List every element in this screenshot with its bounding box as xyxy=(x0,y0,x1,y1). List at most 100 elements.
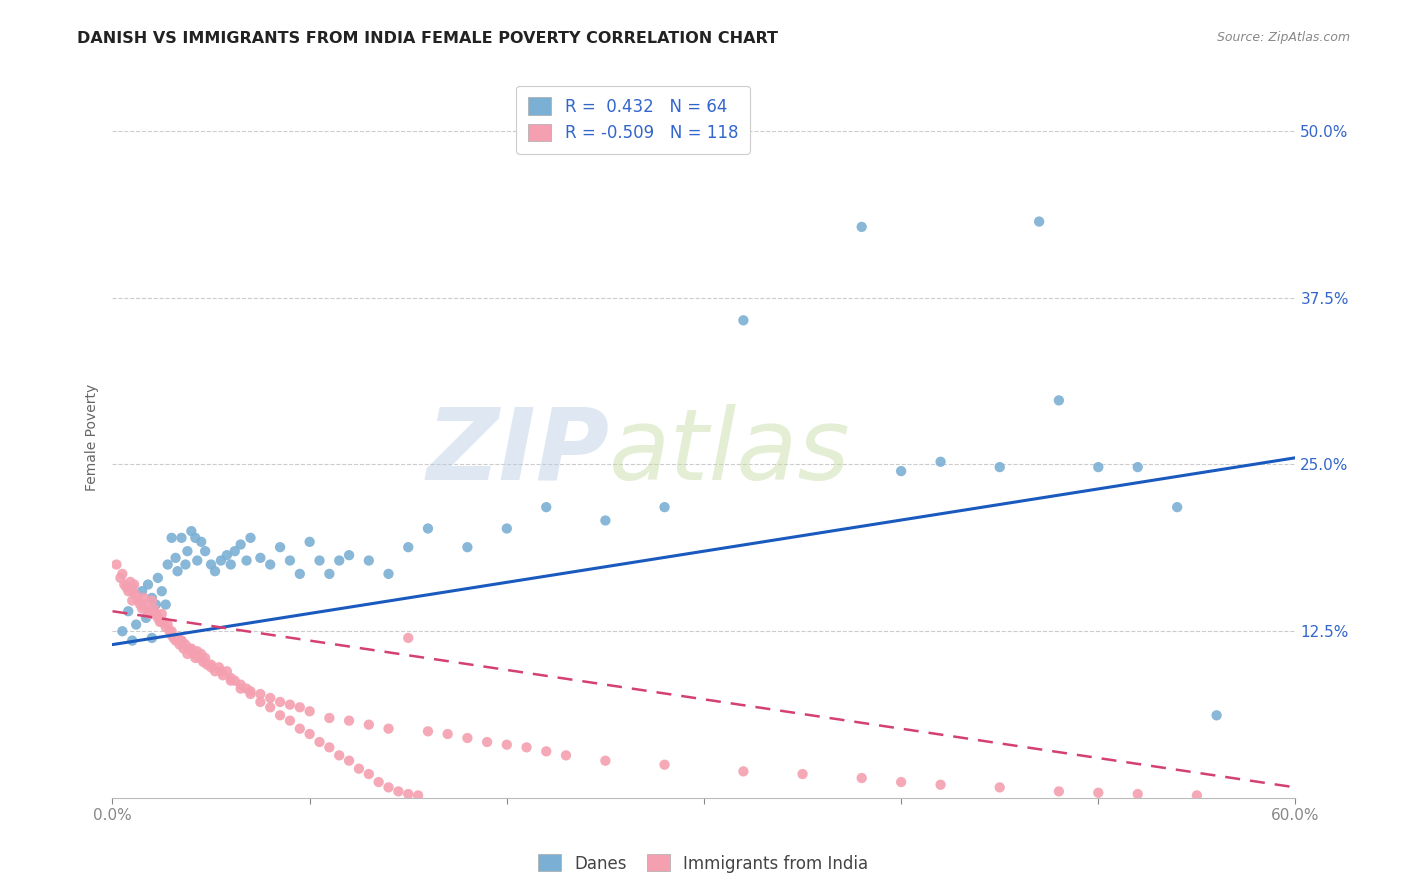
Point xyxy=(1126,787,1149,801)
Point xyxy=(139,607,162,621)
Point xyxy=(219,673,242,688)
Point xyxy=(111,624,134,639)
Point xyxy=(131,584,153,599)
Point xyxy=(159,624,181,639)
Point xyxy=(136,577,159,591)
Point xyxy=(1047,393,1070,408)
Legend: Danes, Immigrants from India: Danes, Immigrants from India xyxy=(531,847,875,880)
Legend: R =  0.432   N = 64, R = -0.509   N = 118: R = 0.432 N = 64, R = -0.509 N = 118 xyxy=(516,86,749,153)
Point xyxy=(308,553,330,567)
Point xyxy=(495,738,517,752)
Point xyxy=(150,615,173,629)
Point xyxy=(141,631,163,645)
Point xyxy=(328,748,350,763)
Point xyxy=(176,544,198,558)
Point xyxy=(219,671,242,685)
Point xyxy=(654,757,676,772)
Point xyxy=(595,514,617,528)
Point xyxy=(112,577,135,591)
Point xyxy=(288,700,311,714)
Point xyxy=(146,571,169,585)
Point xyxy=(229,678,252,692)
Point xyxy=(733,313,755,327)
Point xyxy=(141,591,163,605)
Point xyxy=(160,531,183,545)
Point xyxy=(259,700,281,714)
Point xyxy=(190,651,212,665)
Point xyxy=(288,566,311,581)
Point xyxy=(200,558,222,572)
Point xyxy=(328,553,350,567)
Point xyxy=(387,784,409,798)
Point xyxy=(105,558,128,572)
Point xyxy=(1047,784,1070,798)
Point xyxy=(278,553,301,567)
Point xyxy=(337,714,360,728)
Point xyxy=(166,564,188,578)
Point xyxy=(122,577,145,591)
Point xyxy=(357,717,380,731)
Point xyxy=(377,722,399,736)
Point xyxy=(131,598,153,612)
Text: ZIP: ZIP xyxy=(426,404,609,500)
Point xyxy=(851,219,873,234)
Point xyxy=(1028,214,1050,228)
Point xyxy=(396,540,419,554)
Point xyxy=(194,544,217,558)
Point xyxy=(269,708,291,723)
Point xyxy=(298,704,321,718)
Point xyxy=(165,550,187,565)
Point xyxy=(337,754,360,768)
Point xyxy=(436,727,458,741)
Point xyxy=(347,762,370,776)
Point xyxy=(129,598,152,612)
Point xyxy=(162,631,184,645)
Point xyxy=(155,620,177,634)
Point xyxy=(141,607,163,621)
Point xyxy=(288,722,311,736)
Point xyxy=(179,641,201,656)
Point xyxy=(121,584,143,599)
Point xyxy=(536,744,558,758)
Point xyxy=(200,660,222,674)
Point xyxy=(229,681,252,696)
Point xyxy=(318,566,340,581)
Point xyxy=(174,558,197,572)
Point xyxy=(160,628,183,642)
Point xyxy=(170,633,193,648)
Point xyxy=(229,537,252,551)
Point xyxy=(654,500,676,515)
Point xyxy=(259,690,281,705)
Point xyxy=(145,598,167,612)
Point xyxy=(180,644,202,658)
Point xyxy=(190,647,212,661)
Point xyxy=(146,611,169,625)
Point xyxy=(166,631,188,645)
Point xyxy=(142,601,165,615)
Point xyxy=(396,631,419,645)
Point xyxy=(215,548,238,562)
Point xyxy=(117,584,139,599)
Point xyxy=(367,775,389,789)
Point xyxy=(298,727,321,741)
Point xyxy=(111,566,134,581)
Point xyxy=(278,698,301,712)
Point xyxy=(357,767,380,781)
Point xyxy=(170,633,193,648)
Point xyxy=(156,558,179,572)
Point xyxy=(135,598,157,612)
Point xyxy=(194,651,217,665)
Point xyxy=(145,607,167,621)
Point xyxy=(536,500,558,515)
Point xyxy=(186,553,208,567)
Point xyxy=(308,735,330,749)
Point xyxy=(929,455,952,469)
Point xyxy=(792,767,814,781)
Point xyxy=(136,604,159,618)
Point xyxy=(1126,460,1149,475)
Point xyxy=(188,651,211,665)
Point xyxy=(337,548,360,562)
Point xyxy=(249,695,271,709)
Point xyxy=(120,574,142,589)
Point xyxy=(176,647,198,661)
